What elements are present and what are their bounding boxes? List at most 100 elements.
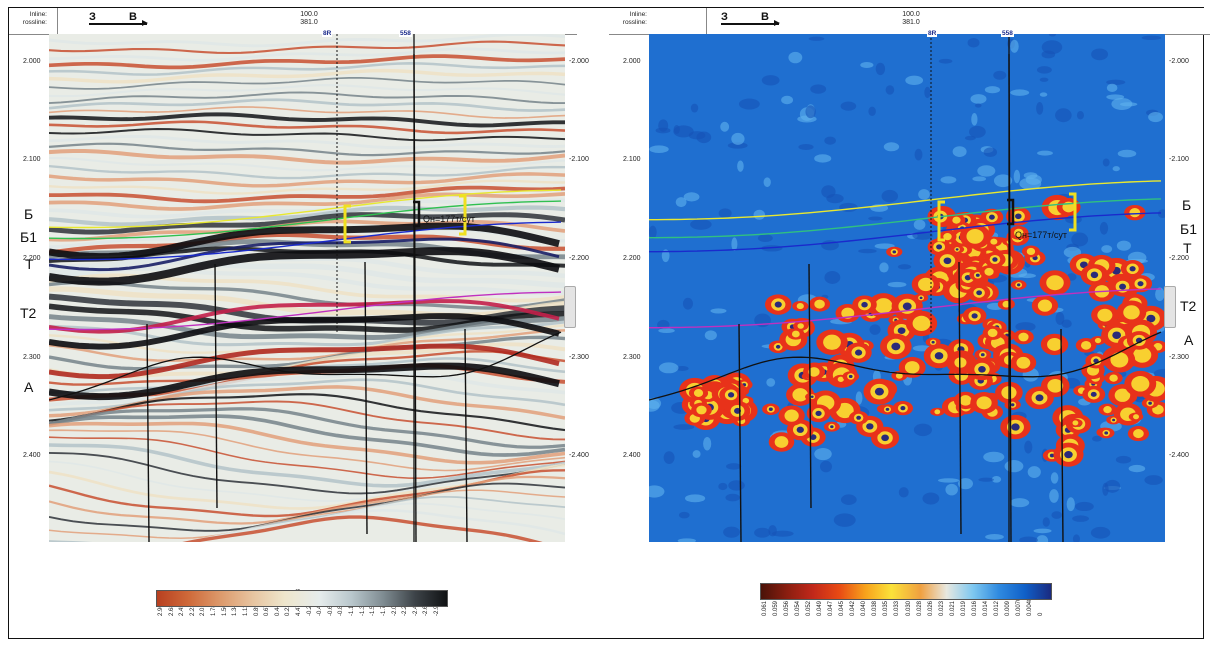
attribute-texture <box>977 165 996 177</box>
anomaly-core <box>975 273 980 277</box>
attribute-texture <box>798 144 814 150</box>
attribute-texture <box>661 249 670 263</box>
anomaly-core <box>1112 331 1122 339</box>
anomaly-core <box>1017 283 1021 287</box>
attribute-texture <box>1071 232 1089 247</box>
reflector <box>49 350 565 386</box>
crossline-label: rossline: <box>22 19 47 26</box>
attribute-texture <box>964 135 976 141</box>
attribute-texture <box>1111 97 1133 110</box>
anomaly-mid <box>808 367 820 377</box>
reflector <box>49 106 565 119</box>
attribute-texture <box>1004 460 1024 473</box>
attribute-texture <box>1148 111 1164 123</box>
colorbar-tick-label: 0.033 <box>894 600 901 616</box>
colorbar-tick-label: 0.021 <box>949 600 956 616</box>
attribute-texture <box>649 145 669 154</box>
attribute-texture <box>1092 435 1102 442</box>
time-tick: 2.200 <box>623 255 641 262</box>
right-axis-tick: -2.000 <box>569 58 589 65</box>
vertical-scrollbar[interactable] <box>1164 286 1176 328</box>
well-label-558: 558 <box>399 30 412 37</box>
attribute-texture <box>771 530 794 537</box>
attribute-texture <box>753 209 766 220</box>
anomaly-core <box>900 406 906 411</box>
anomaly-mid <box>823 334 841 350</box>
anomaly-core <box>978 366 986 373</box>
anomaly-mid <box>784 409 799 422</box>
colorbar-tick-label: 0.030 <box>905 600 912 616</box>
attribute-texture <box>1037 150 1053 156</box>
anomaly-core <box>892 250 897 254</box>
anomaly-mid <box>797 323 804 329</box>
anomaly-core <box>796 426 804 433</box>
attribute-texture <box>1074 501 1094 512</box>
anomaly-mid <box>1123 305 1140 320</box>
attribute-texture <box>887 281 907 288</box>
attribute-texture <box>763 177 771 188</box>
anomaly-core <box>971 313 978 319</box>
reflector <box>49 149 565 165</box>
bracket-left <box>937 200 945 242</box>
fault-line <box>364 261 368 535</box>
attribute-texture <box>658 362 679 374</box>
attribute-texture <box>731 132 745 145</box>
attribute-texture <box>1101 245 1113 253</box>
position-readout-bottom: 381.0 <box>300 19 318 26</box>
attribute-texture <box>1153 368 1165 379</box>
attribute-texture <box>967 37 980 48</box>
reflector <box>49 212 565 235</box>
anomaly-core <box>1035 394 1044 402</box>
anomaly-core <box>885 407 890 411</box>
attribute-texture <box>1115 455 1132 464</box>
bracket-right <box>459 194 467 236</box>
anomaly-mid <box>1133 414 1140 420</box>
attribute-texture <box>974 103 982 108</box>
attribute-texture <box>727 142 748 149</box>
bracket-right <box>1069 192 1077 232</box>
vertical-scrollbar[interactable] <box>564 286 576 328</box>
attribute-texture <box>958 478 974 490</box>
anomaly-core <box>1064 451 1073 459</box>
right-axis-tick: -2.200 <box>1169 255 1189 262</box>
time-tick: 2.300 <box>623 354 641 361</box>
attribute-texture <box>1049 489 1059 503</box>
anomaly-mid <box>693 389 704 397</box>
flow-rate-annotation: Qн=177т/сут <box>1015 230 1067 240</box>
reflector <box>49 303 565 333</box>
attribute-texture <box>1144 475 1163 485</box>
attribute-texture <box>924 86 931 99</box>
anomaly-core <box>1090 271 1099 279</box>
horizon-label-t2: Т2 <box>1180 298 1197 314</box>
attribute-texture <box>940 176 957 184</box>
colorbar-tick-label: 0.047 <box>828 600 835 616</box>
attribute-texture <box>726 463 742 470</box>
reflector <box>49 34 565 48</box>
reflector <box>49 443 565 488</box>
section-header: Inline: rossline: З В 100.0 381.0 <box>9 8 577 35</box>
colorbar-tick-label: 0.040 <box>861 600 868 616</box>
attribute-texture <box>649 485 665 498</box>
fault-line <box>738 323 742 542</box>
reflector <box>49 84 565 98</box>
attribute-texture <box>984 86 1001 94</box>
attribute-texture <box>898 487 909 498</box>
colorbar-tick-label: 0.059 <box>773 600 780 616</box>
attribute-texture <box>673 125 680 134</box>
anomaly-core <box>1090 391 1097 397</box>
attribute-texture <box>993 70 1007 80</box>
anomaly-core <box>936 244 943 250</box>
anomaly-core <box>976 290 982 296</box>
seismic-amplitude-panel: Inline: rossline: З В 100.0 381.0 Qн=177… <box>9 8 589 542</box>
right-axis-tick: -2.200 <box>569 255 589 262</box>
figure-frame <box>8 7 1204 639</box>
anomaly-core <box>768 407 773 411</box>
anomaly-core <box>1112 418 1116 422</box>
attribute-texture <box>993 174 1013 188</box>
attribute-texture <box>723 526 740 538</box>
attribute-texture <box>677 538 696 542</box>
anomaly-mid <box>774 436 789 448</box>
attribute-texture <box>683 192 700 202</box>
direction-east: В <box>129 11 137 23</box>
reflector <box>49 179 565 195</box>
